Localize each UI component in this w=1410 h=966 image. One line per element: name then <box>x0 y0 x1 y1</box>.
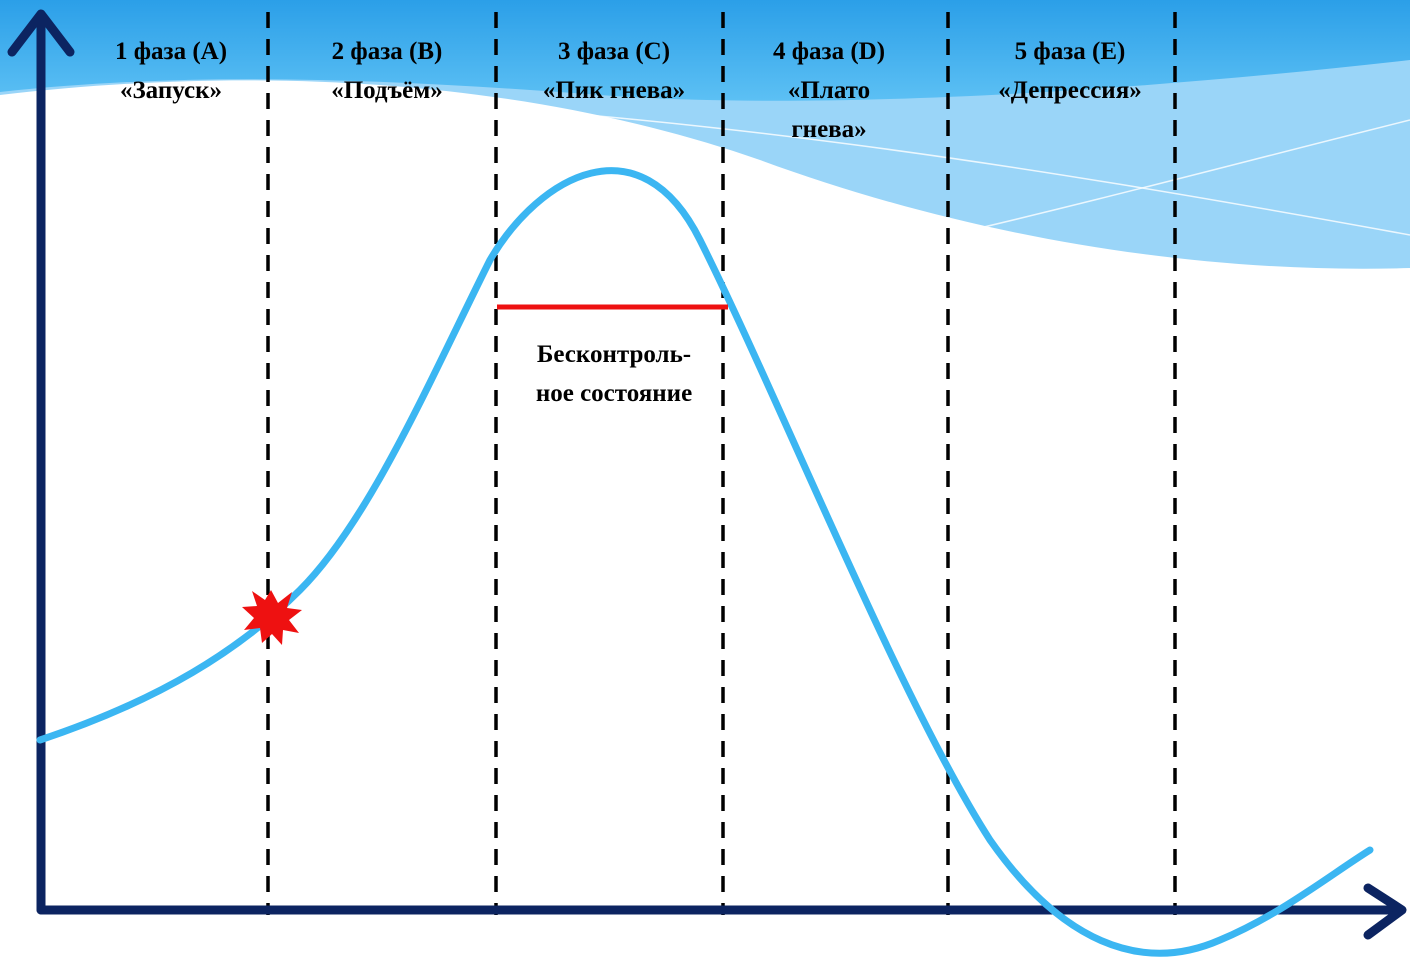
header-wave-line-1 <box>299 94 1410 236</box>
phase-3-name: «Пик гнева» <box>543 77 685 104</box>
phase-4-number: 4 фаза (D) <box>773 38 885 65</box>
phase-4-name-line-1: «Плато <box>788 77 870 104</box>
axes <box>7 9 1407 940</box>
uncontrolled-state-note: Бесконтроль- ное состояние <box>536 341 692 407</box>
header-wave <box>0 0 1410 269</box>
note-line-2: ное состояние <box>536 380 692 407</box>
phase-2-name: «Подъём» <box>331 77 443 104</box>
header-wave-dark <box>0 0 1410 101</box>
note-line-1: Бесконтроль- <box>537 341 691 368</box>
phase-4-name-line-2: гнева» <box>791 116 866 143</box>
anger-curve <box>36 167 1374 957</box>
phase-5-name: «Депрессия» <box>998 77 1141 104</box>
x-axis-arrowhead <box>1363 883 1407 940</box>
phase-2-number: 2 фаза (B) <box>332 38 443 65</box>
y-axis-arrowhead <box>7 9 75 57</box>
phase-3-number: 3 фаза (C) <box>558 38 670 65</box>
phase-1-name: «Запуск» <box>120 77 222 104</box>
phase-5-number: 5 фаза (E) <box>1015 38 1126 65</box>
phase-labels: 1 фаза (A) «Запуск» 2 фаза (B) «Подъём» … <box>115 38 1142 143</box>
explosion-star-icon <box>242 590 302 645</box>
phase-dividers <box>266 12 1177 915</box>
phase-1-number: 1 фаза (A) <box>115 38 227 65</box>
